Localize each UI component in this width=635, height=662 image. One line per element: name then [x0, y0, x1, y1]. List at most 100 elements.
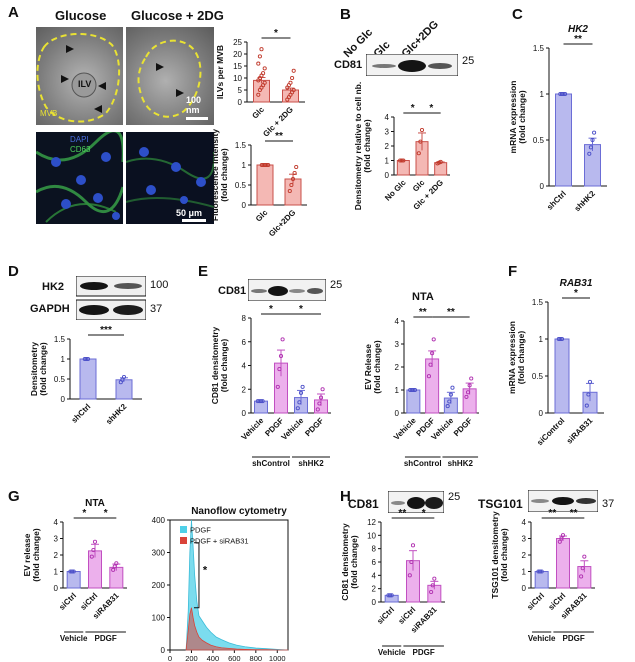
y-axis-label-F: mRNA expression	[507, 321, 517, 394]
y-tick-label-H_tsg: 2	[522, 551, 527, 560]
data-point-H_cd81	[430, 583, 435, 588]
y-tick-label-F: 0	[539, 409, 544, 418]
sig-label-G_nta: *	[82, 508, 86, 519]
y-tick-label-C: 0	[540, 182, 545, 191]
data-point-E_cd81	[280, 337, 285, 342]
if-overlay-glucose-2dg	[126, 147, 214, 208]
d-blot-label-hk2: HK2	[42, 281, 65, 293]
y-axis-label-G_nta: EV release	[22, 533, 32, 576]
x-tick-label-G_flow: 0	[168, 654, 172, 662]
y-tick-label-E_nta: 3	[395, 340, 400, 349]
y-axis-label-A_ilv: ILVs per MVB	[215, 45, 225, 99]
y-tick-label-E_cd81: 0	[242, 409, 247, 418]
em-image-glucose: ILV MVB	[36, 27, 123, 125]
y-tick-label-G_nta: 2	[54, 551, 59, 560]
y-tick-label-E_nta: 4	[395, 317, 400, 326]
x-tick-label-F: siControl	[535, 416, 566, 447]
h-mw-25: 25	[448, 491, 461, 503]
data-point-E_nta	[445, 404, 450, 409]
data-point-A_fluor	[287, 188, 292, 194]
data-point-D	[85, 356, 91, 362]
data-point-C	[588, 145, 593, 150]
data-point-H_cd81	[407, 573, 412, 578]
h-blot-cd81	[388, 491, 444, 513]
group-label-E_nta: shControl	[404, 459, 442, 468]
data-point-E_nta	[469, 376, 474, 381]
panel-label-h: H	[340, 488, 351, 505]
x-tick-label-G_nta: siCtrl	[57, 591, 78, 612]
em-scale-bar	[186, 117, 208, 120]
data-point-E_cd81	[260, 399, 265, 404]
chart-H_cd81: 0 2 4 6 8 10 12 CD81 densitometry (fold change) s…	[340, 508, 445, 657]
data-point-E_nta	[447, 399, 452, 404]
bar-D	[79, 358, 97, 400]
bar-H_tsg	[556, 538, 570, 589]
d-mw-100: 100	[150, 279, 169, 291]
group-label-H_cd81: Vehicle	[378, 648, 406, 657]
y-tick-label-G_nta: 4	[54, 518, 59, 527]
y-axis-label-H_tsg: TSG101 densitometry	[490, 511, 500, 599]
y-axis-label-D: (fold change)	[38, 342, 48, 396]
y-tick-label-G_flow: 200	[152, 581, 166, 590]
data-point-E_cd81	[315, 407, 320, 412]
x-tick-label-D: shHK2	[104, 402, 129, 427]
group-label-H_tsg: Vehicle	[528, 634, 556, 643]
legend-label-G_flow: PDGF + siRAB31	[190, 537, 249, 546]
legend-swatch-G_flow	[180, 526, 187, 533]
panel-label-e: E	[198, 263, 209, 280]
data-point-A_ilv	[291, 87, 296, 93]
b-mw: 25	[462, 55, 475, 67]
data-point-H_tsg	[582, 554, 587, 559]
y-tick-label-H_tsg: 1	[522, 568, 527, 577]
y-tick-label-B: 2	[385, 142, 390, 151]
legend-label-G_flow: PDGF	[190, 526, 211, 535]
x-tick-label-A_fluor: Glc+2DG	[267, 208, 297, 238]
y-tick-label-H_tsg: 0	[522, 584, 527, 593]
y-axis-label-D: Densitometry	[29, 342, 39, 397]
y-tick-label-B: 1	[385, 157, 390, 166]
sig-label-H_tsg: **	[548, 508, 556, 519]
y-tick-label-H_cd81: 12	[367, 518, 376, 527]
panel-label-g: G	[8, 488, 20, 505]
y-tick-label-F: 0.5	[532, 372, 544, 381]
y-tick-label-G_nta: 1	[54, 568, 59, 577]
data-point-G_nta	[114, 561, 119, 566]
data-point-A_fluor	[292, 170, 297, 176]
data-point-G_nta	[91, 548, 96, 553]
arrowhead-icon	[94, 105, 102, 113]
y-axis-label-C: mRNA expression	[508, 81, 518, 154]
y-axis-label-E_nta: (fold change)	[372, 340, 382, 394]
arrowhead-icon	[66, 45, 74, 53]
y-tick-label-G_flow: 300	[152, 549, 166, 558]
em-overlay-glucose-2dg	[137, 39, 202, 118]
y-tick-label-G_flow: 0	[161, 646, 166, 655]
h-blot-tsg101	[528, 490, 598, 512]
y-tick-label-H_cd81: 0	[372, 598, 377, 607]
data-point-E_nta	[465, 390, 471, 395]
data-point-E_cd81	[298, 390, 304, 395]
y-tick-label-H_cd81: 4	[372, 571, 377, 580]
h-blot-label-tsg101: TSG101	[478, 497, 523, 511]
y-tick-label-D: 1	[61, 355, 66, 364]
data-point-E_cd81	[278, 353, 284, 359]
y-tick-label-E_cd81: 8	[242, 314, 247, 323]
x-tick-label-E_cd81: Vehicle	[240, 416, 266, 442]
y-tick-label-A_ilv: 5	[238, 86, 243, 95]
data-point-G_nta	[89, 554, 94, 559]
data-point-A_ilv	[290, 75, 295, 81]
data-point-G_nta	[71, 569, 76, 574]
data-point-A_fluor	[289, 182, 294, 188]
y-tick-label-H_tsg: 3	[522, 535, 527, 544]
y-tick-label-H_cd81: 6	[372, 558, 377, 567]
data-point-D	[84, 356, 89, 362]
y-axis-label-F: (fold change)	[516, 331, 526, 385]
em-scale-label: 100 nm	[186, 95, 202, 115]
x-tick-label-E_nta: PDGF	[452, 416, 474, 438]
x-tick-label-E_cd81: Vehicle	[280, 416, 306, 442]
data-point-F	[559, 336, 565, 342]
data-point-E_nta	[431, 337, 436, 342]
y-tick-label-A_ilv: 15	[233, 62, 242, 71]
mvb-label: MVB	[40, 109, 58, 118]
data-point-G_nta	[70, 569, 75, 574]
